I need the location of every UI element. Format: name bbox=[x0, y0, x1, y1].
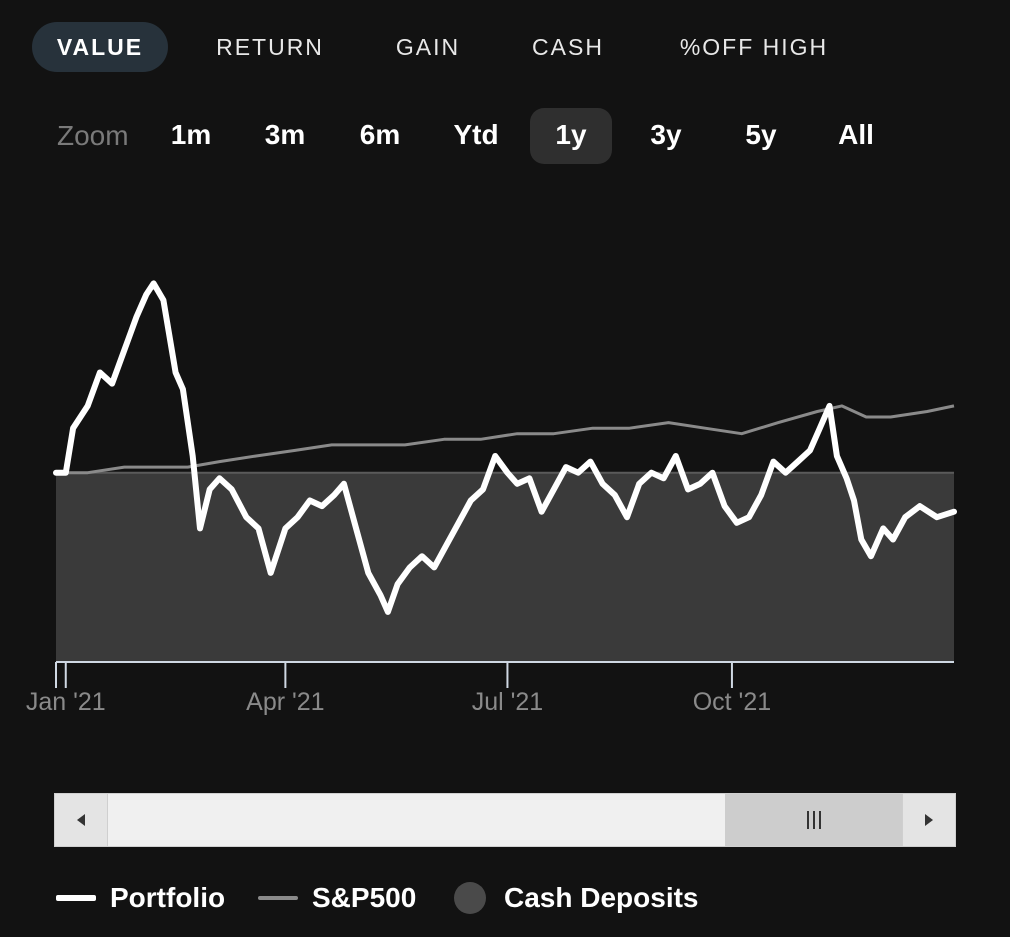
portfolio-line bbox=[53, 280, 957, 615]
zoom-ytd-button[interactable]: Ytd bbox=[453, 119, 499, 150]
legend-cash-deposits[interactable]: Cash Deposits bbox=[454, 872, 699, 924]
zoom-6m-button[interactable]: 6m bbox=[359, 119, 401, 150]
sp500-line bbox=[56, 404, 955, 475]
x-axis-tick-label: Jul '21 bbox=[472, 688, 543, 716]
legend-sp500-label: S&P500 bbox=[312, 882, 417, 913]
tab-cash[interactable]: CASH bbox=[532, 34, 604, 60]
legend-portfolio[interactable]: Portfolio bbox=[56, 872, 225, 924]
cash-deposits-dot-swatch bbox=[454, 882, 486, 914]
value-chart[interactable]: Jan '21 Apr '21 Jul '21 Oct '21 bbox=[0, 170, 1010, 730]
x-axis-tick-label: Apr '21 bbox=[246, 688, 324, 716]
range-scrollbar[interactable] bbox=[54, 793, 956, 847]
tab-return[interactable]: RETURN bbox=[216, 34, 324, 60]
legend-sp500[interactable]: S&P500 bbox=[258, 872, 416, 924]
x-axis-tick-label: Jan '21 bbox=[26, 688, 106, 716]
tab-off-high[interactable]: %OFF HIGH bbox=[679, 34, 829, 60]
zoom-3y-button[interactable]: 3y bbox=[650, 119, 682, 150]
chevron-right-icon bbox=[925, 814, 933, 826]
zoom-all-button[interactable]: All bbox=[838, 119, 874, 150]
zoom-1m-button[interactable]: 1m bbox=[170, 119, 212, 150]
scroll-right-button[interactable] bbox=[902, 794, 955, 846]
grip-icon bbox=[807, 811, 821, 829]
zoom-5y-button[interactable]: 5y bbox=[745, 119, 777, 150]
legend-cash-deposits-label: Cash Deposits bbox=[504, 882, 699, 913]
chevron-left-icon bbox=[77, 814, 85, 826]
zoom-label: Zoom bbox=[57, 120, 129, 151]
legend-portfolio-label: Portfolio bbox=[110, 882, 226, 913]
scroll-thumb[interactable] bbox=[725, 794, 903, 846]
scroll-left-button[interactable] bbox=[55, 794, 108, 846]
portfolio-line-swatch bbox=[56, 895, 96, 901]
zoom-selector: Zoom 1m 3m 6m Ytd 1y 3y 5y All bbox=[0, 108, 1010, 164]
zoom-3m-button[interactable]: 3m bbox=[264, 119, 306, 150]
tab-gain[interactable]: GAIN bbox=[395, 34, 461, 60]
x-axis-tick-label: Oct '21 bbox=[693, 688, 771, 716]
sp500-line-swatch bbox=[258, 896, 298, 900]
tab-value[interactable]: VALUE bbox=[32, 22, 168, 72]
zoom-1y-button[interactable]: 1y bbox=[530, 108, 612, 164]
cash-deposits-area bbox=[56, 472, 954, 662]
